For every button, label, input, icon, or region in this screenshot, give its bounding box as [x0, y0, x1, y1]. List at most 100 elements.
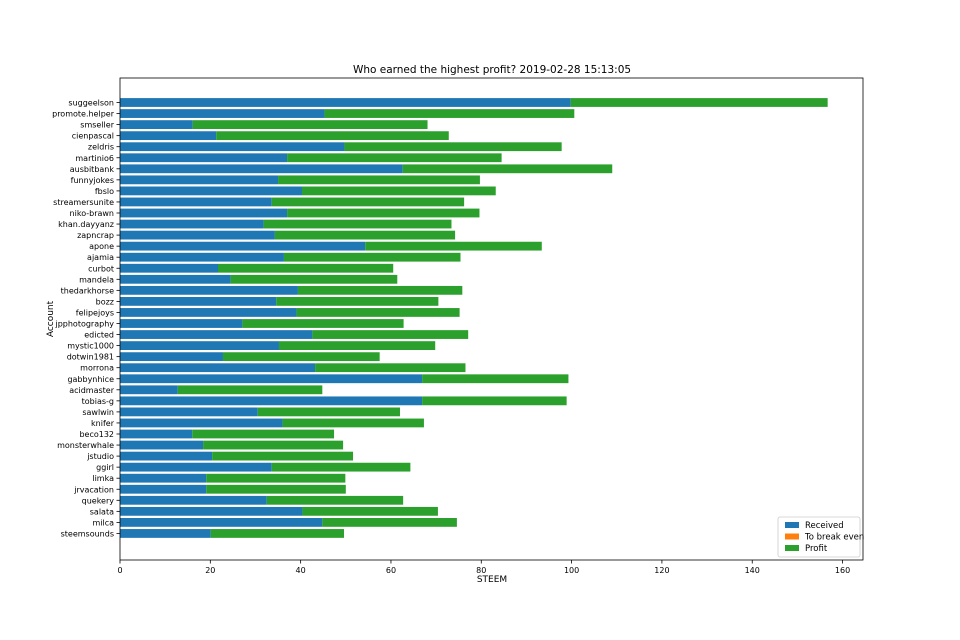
y-tick-label: dotwin1981: [67, 353, 114, 362]
x-tick-label: 80: [476, 566, 486, 575]
x-tick-label: 60: [386, 566, 396, 575]
bar-received-edicted: [120, 330, 313, 339]
bar-profit-milca: [322, 518, 457, 527]
bar-profit-ausbitbank: [402, 164, 613, 174]
y-tick-label: knifer: [91, 419, 115, 428]
bar-received-acidmaster: [120, 385, 178, 395]
bar-profit-steemsounds: [210, 529, 344, 538]
bar-profit-martinio6: [287, 153, 502, 163]
y-tick-label: ggirl: [96, 463, 114, 472]
bars-group: [120, 98, 828, 538]
legend-swatch-received: [785, 522, 799, 528]
bar-profit-morrona: [315, 363, 466, 373]
x-axis-label: STEEM: [477, 575, 507, 585]
y-tick-label: limka: [92, 474, 114, 483]
bar-received-streamersunite: [120, 197, 272, 207]
chart-title: Who earned the highest profit? 2019-02-2…: [353, 64, 631, 76]
bar-received-martinio6: [120, 153, 288, 163]
bar-received-smseller: [120, 120, 193, 129]
bar-profit-thedarkhorse: [297, 285, 463, 295]
bar-received-mandela: [120, 274, 231, 284]
bar-received-promote.helper: [120, 109, 325, 118]
bar-received-apone: [120, 241, 366, 251]
bar-received-quekery: [120, 495, 267, 505]
plot-frame: [119, 77, 864, 561]
x-tick-label: 100: [564, 566, 579, 575]
bar-received-bozz: [120, 297, 277, 306]
x-tick-label: 0: [117, 566, 122, 575]
y-tick-label: funnyjokes: [71, 176, 114, 185]
bar-received-zapncrap: [120, 230, 275, 240]
bar-profit-salata: [302, 506, 438, 516]
bar-received-thedarkhorse: [120, 285, 298, 295]
bar-profit-ggirl: [271, 462, 411, 472]
bar-profit-knifer: [282, 418, 424, 428]
bar-profit-streamersunite: [271, 197, 465, 207]
bar-profit-ajamia: [283, 252, 461, 262]
y-tick-label: gabbynhice: [67, 375, 114, 384]
bar-profit-niko-brawn: [287, 208, 480, 218]
y-tick-label: jstudio: [86, 452, 114, 461]
bar-received-khan.dayyanz: [120, 219, 264, 229]
y-tick-label: bozz: [96, 297, 114, 306]
bar-profit-tobias-g: [422, 396, 567, 406]
bar-received-sawlwin: [120, 407, 258, 417]
y-tick-label: milca: [92, 518, 114, 527]
bar-profit-zapncrap: [274, 230, 456, 240]
bar-profit-gabbynhice: [422, 374, 569, 384]
bar-profit-jpphotography: [242, 319, 404, 328]
bar-profit-mandela: [230, 274, 398, 284]
bar-received-niko-brawn: [120, 208, 288, 218]
y-tick-label: felipejoys: [76, 308, 114, 317]
bar-profit-limka: [206, 473, 346, 483]
y-tick-label: zeldris: [88, 143, 114, 152]
y-tick-label: mystic1000: [67, 342, 114, 351]
y-axis: suggeelson promote.helper smseller cienpasc…: [52, 99, 120, 538]
bar-received-milca: [120, 518, 323, 527]
bar-received-jstudio: [120, 451, 213, 461]
bar-received-beco132: [120, 429, 193, 439]
y-tick-label: suggeelson: [68, 99, 114, 108]
bar-profit-bozz: [276, 297, 439, 306]
y-tick-label: acidmaster: [69, 386, 115, 395]
x-axis: 0 20 40 60 80 100 120 140 160: [117, 560, 850, 575]
bar-received-mystic1000: [120, 341, 279, 350]
y-tick-label: martinio6: [75, 154, 114, 163]
bar-profit-funnyjokes: [278, 175, 480, 185]
bar-profit-fbslo: [301, 186, 496, 196]
bar-profit-khan.dayyanz: [263, 219, 452, 229]
x-tick-label: 20: [205, 566, 215, 575]
legend-swatch-profit: [785, 545, 799, 551]
bar-received-funnyjokes: [120, 175, 279, 185]
y-tick-label: jrvacation: [73, 485, 114, 494]
bar-received-monsterwhale: [120, 440, 204, 450]
y-tick-label: jpphotography: [54, 320, 114, 329]
x-tick-label: 140: [745, 566, 760, 575]
y-tick-label: ausbitbank: [70, 165, 115, 174]
legend-swatch-to-break-even: [785, 533, 799, 540]
legend-label-received: Received: [805, 521, 844, 531]
y-tick-label: zapncrap: [77, 231, 114, 240]
y-tick-label: smseller: [80, 121, 114, 130]
y-tick-label: quekery: [82, 496, 115, 505]
bar-profit-curbot: [217, 263, 394, 273]
bar-received-jrvacation: [120, 484, 207, 494]
bar-received-steemsounds: [120, 529, 211, 538]
bar-received-limka: [120, 473, 207, 483]
y-tick-label: niko-brawn: [70, 209, 114, 218]
bar-received-jpphotography: [120, 319, 243, 328]
bar-profit-mystic1000: [278, 341, 436, 350]
bar-profit-smseller: [192, 120, 428, 129]
bar-profit-beco132: [192, 429, 335, 439]
bar-received-ajamia: [120, 252, 284, 262]
bar-received-zeldris: [120, 142, 345, 152]
legend-label-profit: Profit: [805, 544, 828, 554]
y-axis-label: Account: [46, 300, 56, 337]
bar-received-gabbynhice: [120, 374, 423, 384]
bar-received-salata: [120, 506, 303, 516]
bar-profit-apone: [365, 241, 542, 251]
y-tick-label: curbot: [88, 264, 114, 273]
bar-received-suggeelson: [120, 98, 571, 107]
